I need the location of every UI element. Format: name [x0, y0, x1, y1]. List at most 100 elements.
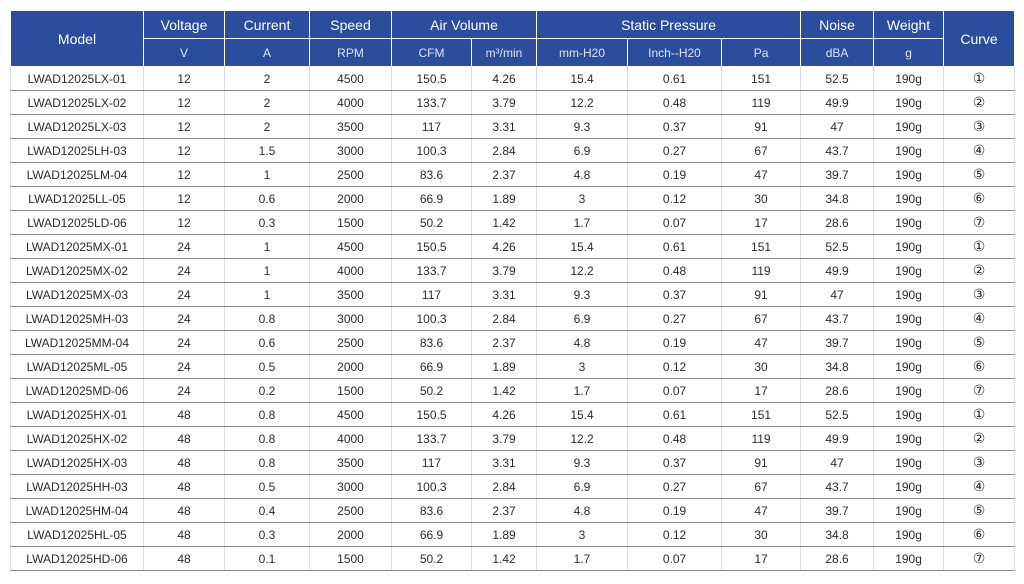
cfm-cell: 133.7 [391, 426, 472, 451]
model-cell: LWAD12025LX-02 [10, 90, 144, 115]
inch-h2o-cell: 0.27 [627, 306, 723, 331]
weight-cell: 190g [873, 306, 945, 331]
dba-cell: 47 [800, 282, 875, 307]
speed-cell: 2000 [309, 522, 392, 547]
speed-cell: 3500 [309, 450, 392, 475]
curve-cell: ③ [943, 282, 1016, 307]
weight-cell: 190g [873, 258, 945, 283]
inch-h2o-cell: 0.19 [627, 162, 723, 187]
weight-cell: 190g [873, 114, 945, 139]
weight-cell: 190g [873, 330, 945, 355]
model-cell: LWAD12025HX-01 [10, 402, 144, 427]
unit-speed: RPM [309, 38, 392, 67]
voltage-cell: 24 [143, 258, 225, 283]
m3-per-min-cell: 3.31 [470, 450, 538, 475]
dba-cell: 39.7 [800, 498, 875, 523]
speed-cell: 2500 [309, 498, 392, 523]
current-cell: 0.8 [224, 426, 310, 451]
dba-cell: 49.9 [800, 426, 875, 451]
pa-cell: 67 [721, 138, 802, 163]
weight-cell: 190g [873, 90, 945, 115]
m3-per-min-cell: 4.26 [470, 402, 538, 427]
curve-cell: ⑤ [943, 162, 1016, 187]
dba-cell: 34.8 [800, 354, 875, 379]
cfm-cell: 66.9 [391, 186, 472, 211]
curve-cell: ① [943, 234, 1016, 259]
dba-cell: 34.8 [800, 186, 875, 211]
dba-cell: 43.7 [800, 474, 875, 499]
mm-h2o-cell: 1.7 [536, 378, 629, 403]
inch-h2o-cell: 0.48 [627, 426, 723, 451]
current-cell: 0.8 [224, 402, 310, 427]
m3-per-min-cell: 3.79 [470, 426, 538, 451]
m3-per-min-cell: 4.26 [470, 234, 538, 259]
weight-cell: 190g [873, 186, 945, 211]
dba-cell: 28.6 [800, 378, 875, 403]
current-cell: 0.1 [224, 546, 310, 571]
inch-h2o-cell: 0.07 [627, 210, 723, 235]
weight-cell: 190g [873, 282, 945, 307]
current-cell: 2 [224, 66, 310, 91]
noise-header: Noise [800, 10, 875, 39]
cfm-cell: 66.9 [391, 522, 472, 547]
weight-cell: 190g [873, 402, 945, 427]
inch-h2o-cell: 0.07 [627, 546, 723, 571]
curve-cell: ⑦ [943, 378, 1016, 403]
speed-cell: 4000 [309, 426, 392, 451]
header-row-main: Model Voltage Current Speed Air Volume S… [10, 10, 1016, 67]
m3-per-min-cell: 2.84 [470, 474, 538, 499]
pa-cell: 47 [721, 498, 802, 523]
voltage-cell: 12 [143, 162, 225, 187]
m3-per-min-cell: 1.89 [470, 354, 538, 379]
voltage-cell: 12 [143, 66, 225, 91]
dba-cell: 47 [800, 450, 875, 475]
inch-h2o-cell: 0.37 [627, 450, 723, 475]
voltage-cell: 12 [143, 210, 225, 235]
voltage-cell: 24 [143, 306, 225, 331]
model-cell: LWAD12025LD-06 [10, 210, 144, 235]
current-cell: 2 [224, 114, 310, 139]
speed-cell: 2000 [309, 186, 392, 211]
spec-table-container: Model Voltage Current Speed Air Volume S… [10, 10, 1016, 571]
table-row: LWAD12025MD-06 24 0.2 1500 50.2 1.42 1.7 0.07 17… [10, 378, 1016, 403]
inch-h2o-cell: 0.61 [627, 234, 723, 259]
mm-h2o-cell: 6.9 [536, 306, 629, 331]
model-cell: LWAD12025MX-01 [10, 234, 144, 259]
table-row: LWAD12025MX-01 24 1 4500 150.5 4.26 15.4 0.61 15… [10, 234, 1016, 259]
dba-cell: 34.8 [800, 522, 875, 547]
pa-cell: 119 [721, 426, 802, 451]
current-cell: 2 [224, 90, 310, 115]
m3-per-min-cell: 2.37 [470, 330, 538, 355]
voltage-cell: 48 [143, 546, 225, 571]
model-cell: LWAD12025LL-05 [10, 186, 144, 211]
mm-h2o-cell: 9.3 [536, 282, 629, 307]
unit-inch-h2o: Inch--H20 [627, 38, 723, 67]
dba-cell: 39.7 [800, 162, 875, 187]
mm-h2o-cell: 3 [536, 522, 629, 547]
pa-cell: 91 [721, 282, 802, 307]
unit-mm-h2o: mm-H20 [536, 38, 629, 67]
mm-h2o-cell: 12.2 [536, 90, 629, 115]
pa-cell: 67 [721, 306, 802, 331]
speed-cell: 3500 [309, 114, 392, 139]
voltage-cell: 48 [143, 474, 225, 499]
curve-cell: ③ [943, 450, 1016, 475]
m3-per-min-cell: 1.42 [470, 210, 538, 235]
dba-cell: 39.7 [800, 330, 875, 355]
speed-cell: 2000 [309, 354, 392, 379]
table-row: LWAD12025LD-06 12 0.3 1500 50.2 1.42 1.7 0.07 17… [10, 210, 1016, 235]
weight-cell: 190g [873, 162, 945, 187]
table-row: LWAD12025LM-04 12 1 2500 83.6 2.37 4.8 0.19 47 39… [10, 162, 1016, 187]
current-cell: 0.4 [224, 498, 310, 523]
cfm-cell: 150.5 [391, 66, 472, 91]
voltage-cell: 12 [143, 186, 225, 211]
curve-cell: ③ [943, 114, 1016, 139]
speed-cell: 3000 [309, 474, 392, 499]
voltage-cell: 12 [143, 114, 225, 139]
speed-cell: 1500 [309, 210, 392, 235]
model-cell: LWAD12025MM-04 [10, 330, 144, 355]
weight-header: Weight [873, 10, 945, 39]
table-row: LWAD12025HX-01 48 0.8 4500 150.5 4.26 15.4 0.61… [10, 402, 1016, 427]
model-cell: LWAD12025MD-06 [10, 378, 144, 403]
current-cell: 1 [224, 282, 310, 307]
